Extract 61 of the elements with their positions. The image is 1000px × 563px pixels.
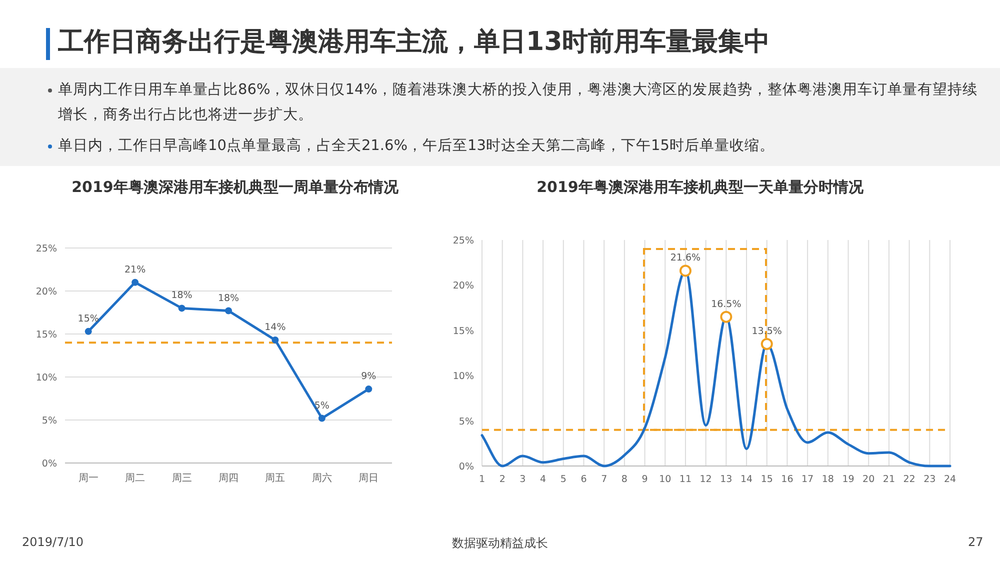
x-tick-label: 12: [700, 474, 712, 485]
x-tick-label: 周日: [358, 473, 379, 484]
x-tick-label: 18: [822, 474, 834, 485]
x-tick-label: 1: [478, 474, 486, 485]
x-tick-label: 周一: [78, 473, 98, 484]
data-label: 21.6%: [670, 252, 701, 264]
x-tick-label: 10: [659, 474, 672, 485]
text: 27: [968, 535, 984, 549]
text: 数据驱动精益成长: [452, 535, 548, 552]
y-tick-label: 15%: [36, 330, 57, 340]
x-tick-label: 周三: [172, 473, 192, 484]
chart-title: 2019年粤澳深港用车接机典型一天单量分时情况: [536, 178, 864, 196]
data-label: 14%: [264, 322, 286, 334]
x-tick-label: 22: [903, 474, 916, 485]
chart-title: 2019年粤澳深港用车接机典型一周单量分布情况: [72, 178, 400, 196]
x-tick-label: 14: [740, 474, 753, 485]
x-tick-label: 周五: [265, 473, 286, 484]
data-label: 18%: [171, 290, 192, 302]
x-tick-label: 23: [924, 474, 936, 485]
x-tick-label: 周六: [312, 472, 332, 484]
x-tick-label: 周二: [125, 473, 146, 484]
y-tick-label: 10%: [452, 371, 474, 382]
data-label: 5%: [314, 400, 330, 412]
x-tick-label: 周四: [218, 473, 238, 484]
x-tick-label: 6: [580, 474, 587, 485]
text: 工作日商务出行是粤澳港用车主流，单日13时前用车量最集中: [58, 26, 770, 59]
data-label: 18%: [218, 292, 240, 304]
y-tick-label: 5%: [42, 416, 57, 426]
x-tick-label: 15: [760, 474, 773, 485]
x-tick-label: 21: [882, 474, 896, 485]
y-tick-label: 20%: [452, 280, 474, 292]
x-tick-label: 9: [642, 474, 648, 485]
x-tick-label: 2: [499, 474, 506, 485]
text: 单日内，工作日早高峰10点单量最高，占全天21.6%，午后至13时达全天第二高峰，下午15时后单量收缩。: [57, 136, 776, 156]
data-label: 16.5%: [711, 298, 742, 310]
data-label: 9%: [361, 371, 376, 382]
text: 2019/7/10: [22, 535, 84, 549]
x-tick-label: 24: [944, 474, 956, 485]
x-tick-label: 7: [601, 474, 608, 485]
text: 单周内工作日用车单量占比86%，双休日仅14%，随着港珠澳大桥的投入使用，粤港澳大湾区的发展趋势，整体粤港澳用车订单量有望持续增长，商务出行占比也将进一步扩大。: [57, 80, 978, 125]
y-tick-label: 25%: [36, 244, 57, 254]
x-tick-label: 11: [679, 474, 692, 485]
y-tick-label: 20%: [36, 286, 57, 298]
x-tick-label: 13: [720, 474, 732, 485]
x-tick-label: 8: [621, 474, 628, 485]
y-tick-label: 25%: [452, 236, 474, 246]
y-tick-label: 0%: [42, 458, 57, 470]
data-label: 21%: [124, 264, 146, 276]
x-tick-label: 5: [560, 474, 566, 485]
x-tick-label: 20: [862, 474, 875, 485]
x-tick-label: 16: [781, 474, 794, 485]
x-tick-label: 4: [540, 474, 546, 485]
data-label: 13.5%: [752, 326, 782, 337]
y-tick-label: 10%: [36, 372, 57, 384]
x-tick-label: 3: [520, 474, 526, 485]
y-tick-label: 15%: [452, 326, 474, 337]
y-tick-label: 5%: [458, 416, 474, 428]
x-tick-label: 17: [802, 474, 814, 485]
data-label: 15%: [78, 313, 99, 324]
x-tick-label: 19: [842, 474, 854, 485]
y-tick-label: 0%: [458, 462, 474, 472]
